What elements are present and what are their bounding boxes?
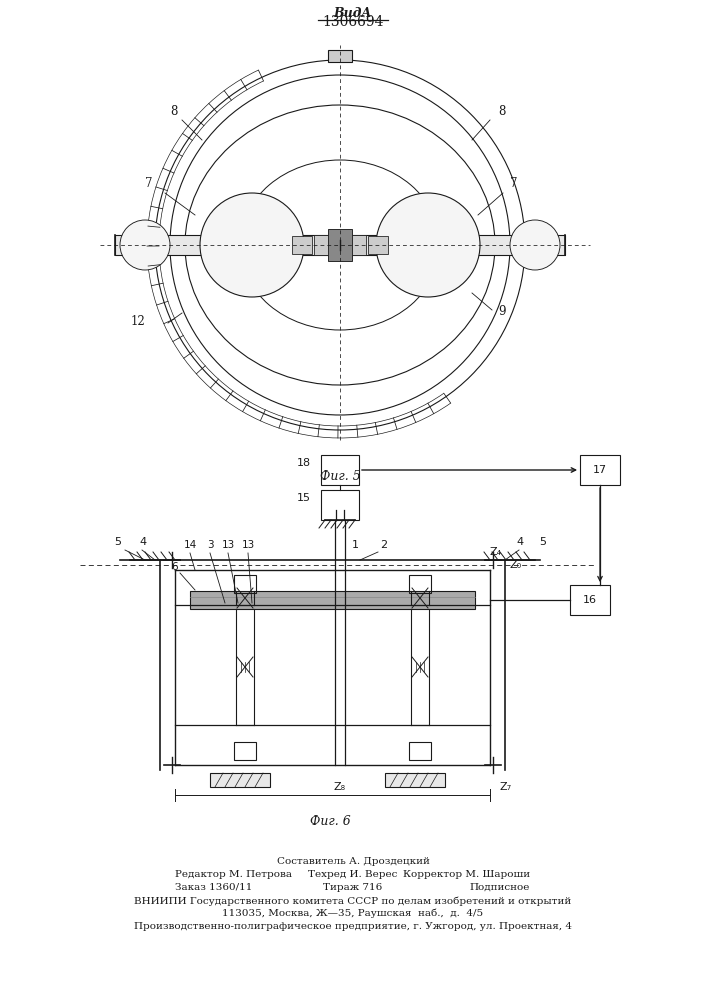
Text: 18: 18 [297, 458, 311, 468]
Bar [580, 455, 620, 485]
Text: 3: 3 [206, 540, 214, 550]
Text: Заказ 1360/11: Заказ 1360/11 [175, 883, 252, 892]
Text: 13: 13 [241, 540, 255, 550]
Text: 4: 4 [139, 537, 146, 547]
Bar [409, 575, 431, 593]
Text: 4: 4 [516, 537, 524, 547]
Text: 8: 8 [498, 105, 506, 118]
Bar [570, 585, 610, 615]
Bar [115, 235, 565, 255]
Circle shape [376, 193, 480, 297]
Text: 7: 7 [510, 177, 518, 190]
Text: 17: 17 [593, 465, 607, 475]
Text: Редактор М. Петрова: Редактор М. Петрова [175, 870, 292, 879]
Bar [321, 455, 359, 485]
Bar [368, 236, 388, 254]
Bar [385, 773, 445, 787]
Bar [190, 591, 475, 609]
Circle shape [120, 220, 170, 270]
Text: 9: 9 [498, 305, 506, 318]
Bar [321, 490, 359, 520]
Text: Составитель А. Дроздецкий: Составитель А. Дроздецкий [276, 857, 429, 866]
Text: Тираж 716: Тираж 716 [323, 883, 382, 892]
Text: 5: 5 [115, 537, 122, 547]
Bar [292, 236, 312, 254]
Circle shape [510, 220, 560, 270]
Text: ВНИИПИ Государственного комитета СССР по делам изобретений и открытий: ВНИИПИ Государственного комитета СССР по… [134, 896, 572, 906]
Text: 1: 1 [352, 540, 359, 550]
Bar [328, 229, 352, 261]
Text: Производственно-полиграфическое предприятие, г. Ужгород, ул. Проектная, 4: Производственно-полиграфическое предприя… [134, 922, 572, 931]
Text: 7: 7 [144, 177, 152, 190]
Bar [314, 235, 328, 255]
Text: Техред И. Верес: Техред И. Верес [308, 870, 397, 879]
Text: Корректор М. Шароши: Корректор М. Шароши [403, 870, 530, 879]
Text: 1306694: 1306694 [322, 15, 384, 29]
Bar [328, 50, 352, 62]
Text: 113035, Москва, Ж—35, Раушская  наб.,  д.  4/5: 113035, Москва, Ж—35, Раушская наб., д. … [223, 909, 484, 918]
Text: Z₇: Z₇ [500, 782, 512, 792]
Text: Подписное: Подписное [469, 883, 530, 892]
Circle shape [200, 193, 304, 297]
Text: 15: 15 [297, 493, 311, 503]
Text: Фиг. 5: Фиг. 5 [320, 470, 361, 483]
Text: 13: 13 [221, 540, 235, 550]
Bar [210, 773, 270, 787]
Bar [234, 742, 256, 760]
Text: ВидA: ВидA [333, 7, 371, 20]
Text: 8: 8 [170, 105, 178, 118]
Text: 16: 16 [583, 595, 597, 605]
Bar [409, 742, 431, 760]
Text: 6: 6 [171, 562, 178, 572]
Text: 14: 14 [183, 540, 197, 550]
Text: Z₄: Z₄ [490, 547, 502, 557]
Text: Фиг. 6: Фиг. 6 [310, 815, 351, 828]
Text: 12: 12 [130, 315, 145, 328]
Text: 5: 5 [539, 537, 547, 547]
Bar [352, 235, 366, 255]
Text: Z₈: Z₈ [334, 782, 346, 792]
Text: 2: 2 [380, 540, 387, 550]
Text: Z₀: Z₀ [510, 560, 522, 570]
Bar [234, 575, 256, 593]
